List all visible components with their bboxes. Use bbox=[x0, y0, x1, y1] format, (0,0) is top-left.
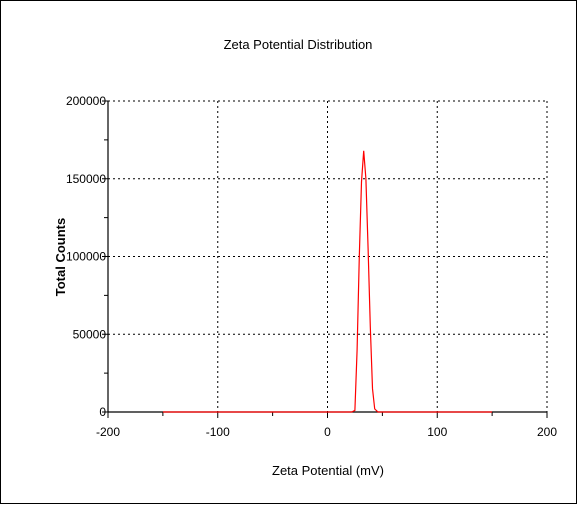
y-tick-label: 200000 bbox=[66, 94, 106, 108]
y-tick-label: 150000 bbox=[66, 172, 106, 186]
x-tick-label: 0 bbox=[324, 425, 331, 439]
x-tick-label: 200 bbox=[537, 425, 557, 439]
y-axis-label: Total Counts bbox=[53, 218, 68, 296]
x-axis-label: Zeta Potential (mV) bbox=[272, 463, 384, 478]
x-tick-label: 100 bbox=[427, 425, 447, 439]
x-tick-label: -100 bbox=[206, 425, 230, 439]
x-tick-label: -200 bbox=[96, 425, 120, 439]
chart-title: Zeta Potential Distribution bbox=[224, 37, 373, 52]
y-tick-label: 50000 bbox=[73, 327, 107, 341]
y-tick-label: 100000 bbox=[66, 250, 106, 264]
series-line bbox=[162, 150, 493, 413]
y-tick-label: 0 bbox=[99, 405, 106, 419]
